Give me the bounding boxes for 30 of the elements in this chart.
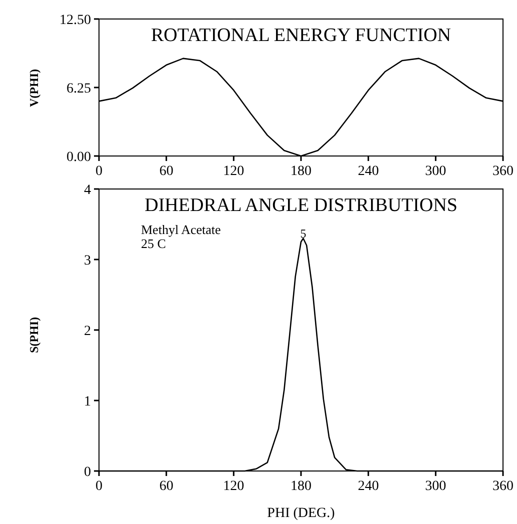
x-tick-label: 0 — [96, 164, 102, 179]
x-tick-label: 300 — [425, 479, 446, 494]
y-tick-label: 4 — [84, 183, 91, 198]
y-tick-label: 1 — [84, 394, 91, 410]
x-tick-label: 0 — [96, 479, 102, 494]
y-tick-label: 6.25 — [66, 82, 91, 96]
x-tick-label: 240 — [358, 479, 379, 494]
y-tick-label: 12.50 — [60, 13, 91, 28]
x-tick-label: 120 — [223, 164, 244, 179]
y-tick-label: 0.00 — [66, 150, 91, 165]
x-tick-label: 180 — [290, 479, 312, 494]
chart-title: DIHEDRAL ANGLE DISTRIBUTIONS — [144, 195, 458, 216]
annotation: Methyl Acetate — [141, 222, 222, 237]
x-tick-label: 60 — [159, 164, 174, 179]
x-tick-label: 360 — [492, 164, 514, 179]
x-tick-label: 360 — [492, 479, 514, 494]
chart-title: ROTATIONAL ENERGY FUNCTION — [151, 25, 452, 46]
y-tick-label: 0 — [84, 465, 91, 480]
annotation: 25 C — [141, 236, 166, 251]
x-tick-label: 180 — [290, 164, 312, 179]
x-tick-label: 240 — [358, 164, 379, 179]
y-axis-title: V(PHI) — [27, 69, 41, 107]
x-tick-label: 60 — [159, 479, 174, 494]
x-tick-label: 120 — [223, 479, 244, 494]
annotation: 5 — [300, 226, 306, 240]
x-tick-label: 300 — [425, 164, 446, 179]
y-tick-label: 3 — [84, 254, 91, 268]
y-tick-label: 2 — [84, 324, 91, 339]
y-axis-title: S(PHI) — [27, 316, 41, 353]
x-axis-title: PHI (DEG.) — [267, 506, 336, 521]
